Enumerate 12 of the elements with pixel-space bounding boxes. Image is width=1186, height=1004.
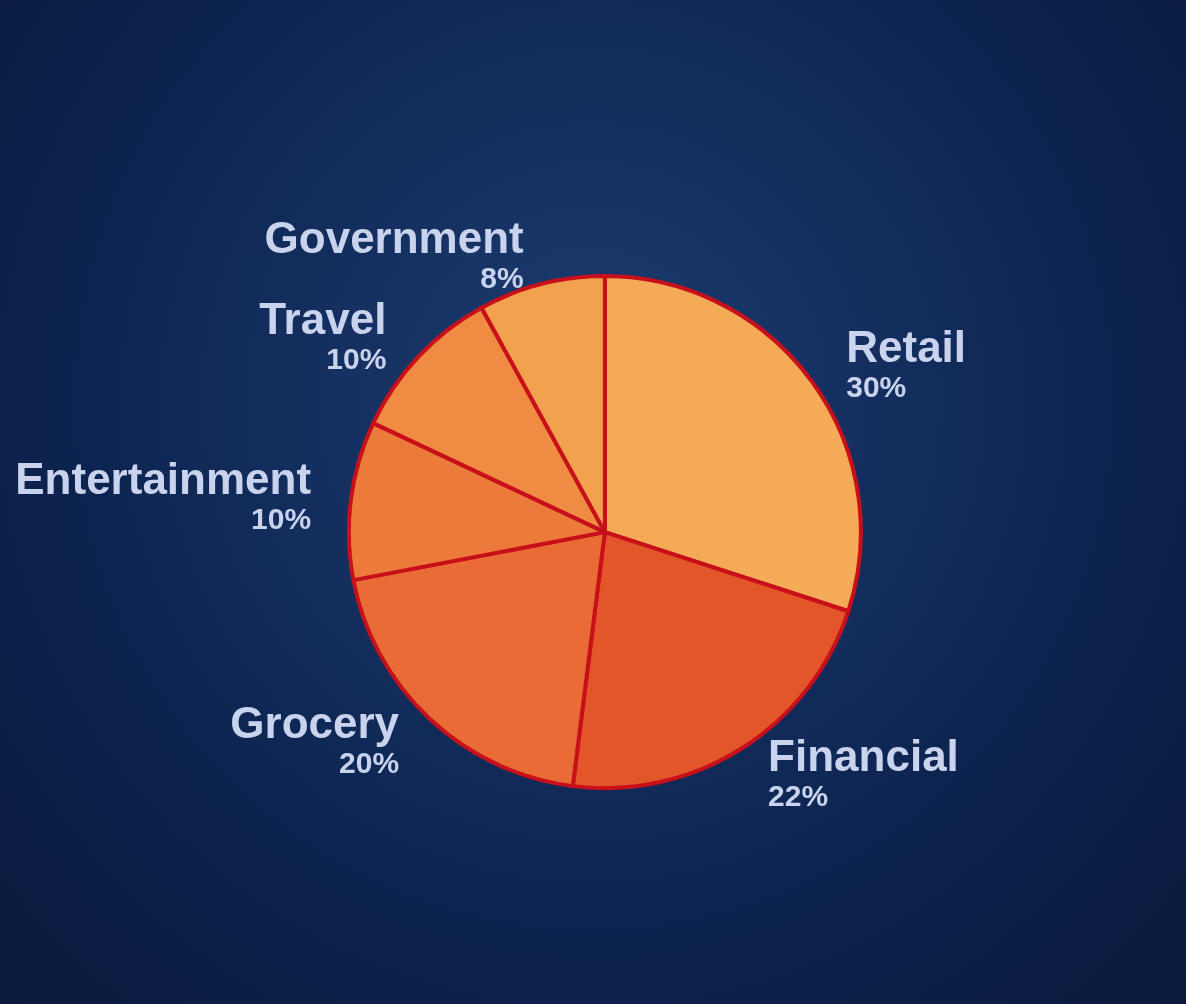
data-label: 10%	[251, 501, 312, 535]
slice-label: Travel	[259, 293, 387, 343]
data-label: 22%	[768, 779, 829, 813]
data-label: 10%	[326, 341, 387, 375]
slice-label: Financial	[768, 731, 959, 781]
slice-label: Retail	[846, 321, 967, 371]
data-label: 30%	[846, 369, 907, 403]
slice-label: Government	[264, 212, 525, 262]
slice-label: Entertainment	[15, 453, 312, 503]
data-label: 20%	[339, 746, 400, 780]
slice-label: Grocery	[230, 698, 400, 748]
data-label: 8%	[480, 260, 524, 294]
